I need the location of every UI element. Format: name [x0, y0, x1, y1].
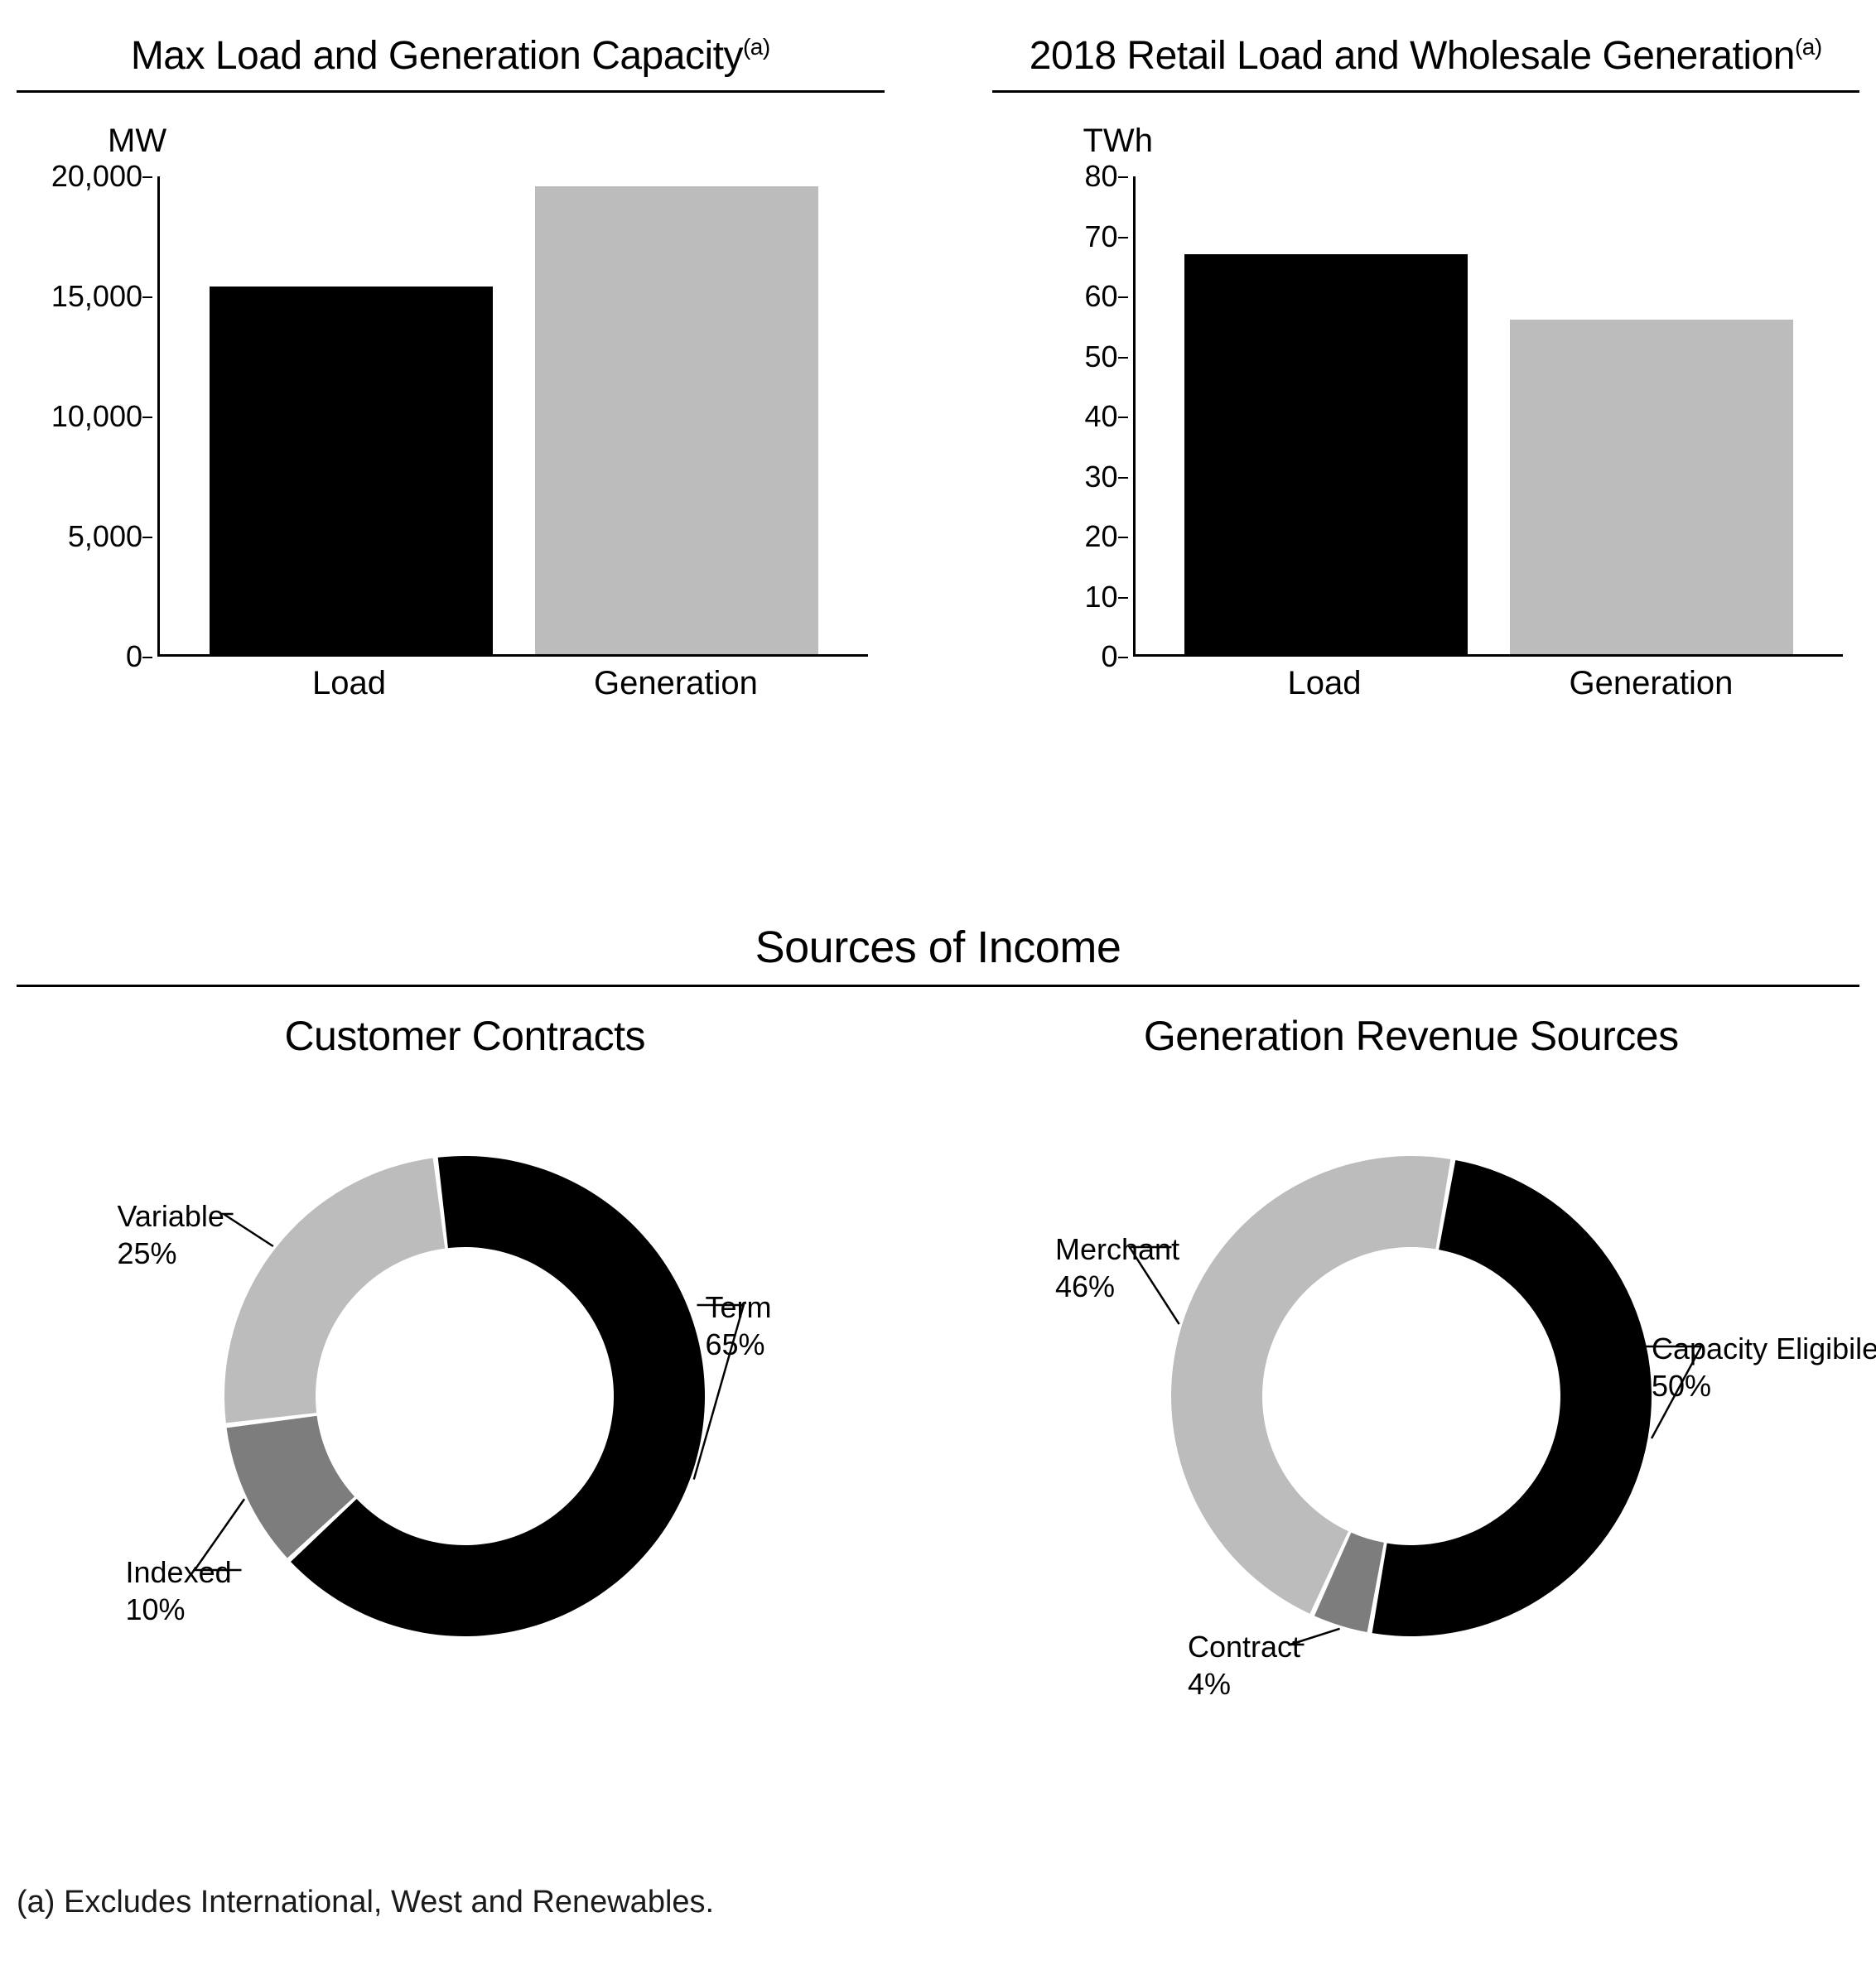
y-tick-label: 80 [1025, 159, 1118, 194]
y-tick-label: 70 [1025, 219, 1118, 254]
section-title: Sources of Income [17, 922, 1859, 987]
x-axis-label: Generation [594, 665, 758, 702]
bar [535, 186, 818, 654]
unit-label: TWh [1083, 123, 1860, 160]
y-tick-label: 20,000 [50, 159, 142, 194]
donut-generation-revenue: Generation Revenue Sources Capacity Elig… [963, 1012, 1860, 1703]
y-tick-label: 10 [1025, 580, 1118, 614]
y-tick-label: 30 [1025, 460, 1118, 494]
y-tick-label: 0 [50, 639, 142, 674]
y-tick-label: 10,000 [50, 399, 142, 434]
y-tick-label: 60 [1025, 279, 1118, 314]
bar [1510, 320, 1793, 654]
sources-of-income-section: Sources of Income Customer Contracts Ter… [17, 922, 1859, 1703]
bar-chart-max-load: Max Load and Generation Capacity(a) MW 0… [17, 33, 885, 706]
x-axis-label: Generation [1570, 665, 1734, 702]
y-tick-label: 40 [1025, 399, 1118, 434]
x-axis-label: Load [1288, 665, 1362, 702]
y-tick-label: 15,000 [50, 279, 142, 314]
footnote: (a) Excludes International, West and Ren… [17, 1885, 1859, 1920]
bar [210, 287, 493, 654]
x-axis-label: Load [312, 665, 386, 702]
donut-slice [1171, 1156, 1450, 1614]
y-tick-label: 5,000 [50, 519, 142, 554]
donut-slice [224, 1158, 445, 1423]
donut-subtitle: Generation Revenue Sources [963, 1012, 1860, 1060]
donut-chart [962, 1090, 1859, 1703]
y-tick-label: 50 [1025, 340, 1118, 374]
y-tick-label: 0 [1025, 639, 1118, 674]
y-tick-label: 20 [1025, 519, 1118, 554]
unit-label: MW [108, 123, 885, 160]
bar [1184, 254, 1468, 654]
donut-customer-contracts: Customer Contracts Term65%Indexed10%Vari… [17, 1012, 914, 1703]
chart-title: 2018 Retail Load and Wholesale Generatio… [992, 33, 1860, 93]
bar-chart-2018-retail: 2018 Retail Load and Wholesale Generatio… [992, 33, 1860, 706]
chart-title: Max Load and Generation Capacity(a) [17, 33, 885, 93]
donut-chart [17, 1090, 914, 1703]
donut-subtitle: Customer Contracts [17, 1012, 914, 1060]
